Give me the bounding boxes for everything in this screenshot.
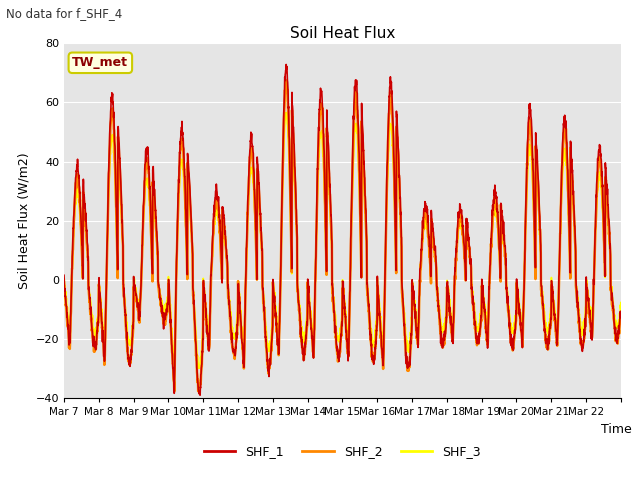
Text: No data for f_SHF_4: No data for f_SHF_4 [6, 7, 123, 20]
X-axis label: Time: Time [601, 423, 632, 436]
Title: Soil Heat Flux: Soil Heat Flux [290, 25, 395, 41]
Text: TW_met: TW_met [72, 56, 129, 69]
Legend: SHF_1, SHF_2, SHF_3: SHF_1, SHF_2, SHF_3 [199, 440, 486, 463]
Y-axis label: Soil Heat Flux (W/m2): Soil Heat Flux (W/m2) [17, 153, 30, 289]
